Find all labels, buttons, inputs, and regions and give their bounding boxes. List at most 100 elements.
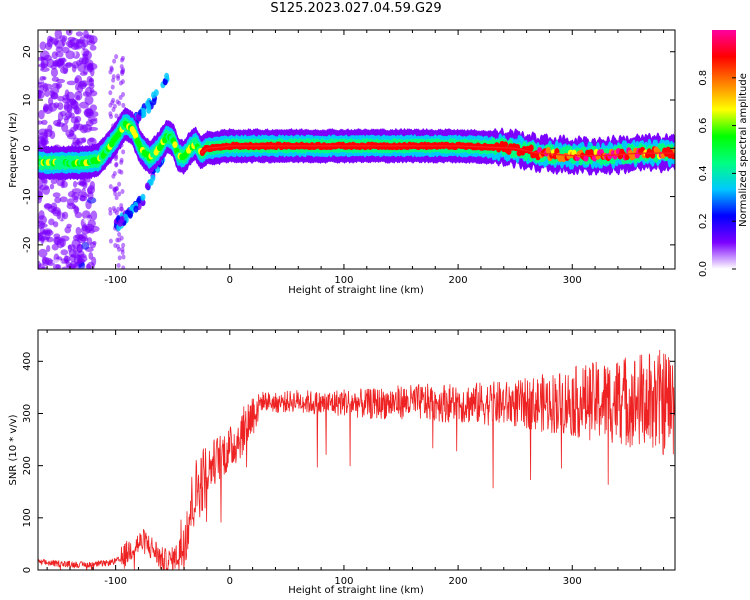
noise-dot	[52, 221, 59, 228]
noise-dot	[48, 218, 55, 226]
noise-dot	[38, 109, 45, 120]
noise-dot	[82, 91, 90, 97]
snr-y-axis-title: SNR (10 * v/v)	[8, 414, 19, 485]
noise-dot	[47, 124, 53, 133]
snr-y-tick-label: 200	[22, 456, 33, 475]
noise-dot	[66, 104, 73, 114]
noise-dot	[55, 51, 64, 58]
noise-dot	[54, 196, 62, 204]
noise-dot	[111, 173, 116, 179]
snr-x-tick-label: -100	[104, 576, 127, 587]
noise-dot	[39, 50, 50, 61]
noise-dot	[42, 106, 49, 112]
noise-dot	[69, 37, 80, 47]
noise-dot	[112, 186, 117, 192]
colorbar-bar	[712, 30, 736, 269]
noise-dot	[50, 92, 58, 100]
noise-dot	[72, 180, 78, 188]
noise-dot	[87, 219, 96, 228]
branch-dot	[162, 78, 168, 86]
noise-dot	[76, 59, 82, 66]
noise-dot	[117, 100, 122, 106]
noise-dot	[49, 183, 55, 190]
noise-dot	[108, 102, 113, 108]
noise-dot	[87, 62, 98, 71]
noise-dot	[121, 92, 126, 98]
spectrogram-x-axis-title: Height of straight line (km)	[288, 285, 424, 296]
noise-dot	[38, 89, 42, 99]
snr-y-tick-label: 100	[22, 508, 33, 527]
noise-dot	[38, 194, 43, 204]
noise-dot	[45, 229, 51, 240]
noise-dot	[88, 251, 94, 260]
spectrogram-x-tick-label: 200	[449, 275, 468, 286]
spectrogram-y-tick-label: 0	[22, 145, 33, 151]
ridge-segment	[545, 147, 551, 154]
noise-dot	[120, 249, 125, 255]
noise-dot	[79, 237, 89, 242]
branch-dot	[128, 210, 134, 218]
noise-dot	[60, 249, 69, 256]
spectrogram-y-tick-label: -10	[22, 188, 33, 204]
spectrogram-y-axis-title: Frequency (Hz)	[8, 112, 19, 188]
noise-dot	[65, 262, 73, 268]
noise-dot	[116, 262, 121, 268]
noise-dot	[41, 119, 48, 125]
spectrogram-x-tick-label: 300	[563, 275, 582, 286]
noise-dot	[55, 122, 65, 128]
noise-dot	[69, 112, 75, 119]
noise-dot	[119, 157, 124, 163]
noise-dot	[117, 232, 122, 238]
ridge-segment	[502, 141, 509, 149]
ridge-segment	[670, 152, 675, 160]
noise-dot	[88, 137, 95, 143]
colorbar-tick-label: 0.8	[698, 70, 709, 86]
noise-dot	[121, 265, 126, 269]
noise-dot	[42, 82, 48, 93]
noise-dot	[64, 89, 70, 98]
noise-dot	[66, 80, 77, 86]
noise-dot	[38, 132, 48, 141]
branch-dot	[133, 205, 139, 213]
noise-dot	[117, 237, 122, 243]
noise-dot	[114, 161, 119, 167]
noise-dot	[121, 254, 126, 260]
noise-dot	[83, 50, 92, 60]
noise-dot	[58, 57, 67, 63]
noise-dot	[116, 206, 121, 212]
noise-dot	[50, 67, 59, 78]
noise-dot	[50, 64, 57, 70]
noise-dot	[86, 187, 93, 195]
spectrogram-x-tick-label: 0	[227, 275, 233, 286]
noise-dot	[69, 265, 76, 269]
noise-dot	[115, 243, 120, 249]
noise-dot	[117, 255, 122, 261]
noise-dot	[55, 82, 63, 89]
noise-dot	[65, 129, 75, 138]
noise-dot	[60, 110, 67, 117]
branch-dot	[151, 98, 157, 106]
noise-dot	[85, 263, 92, 269]
noise-dot	[40, 57, 49, 68]
branch-dot	[136, 114, 142, 122]
noise-dot	[78, 83, 87, 88]
noise-dot	[89, 90, 98, 97]
snr-x-tick-label: 200	[449, 576, 468, 587]
noise-dot	[120, 79, 125, 85]
noise-dot	[121, 242, 126, 248]
noise-dot	[52, 192, 61, 198]
colorbar-ticks: 0.0 0.2 0.4 0.6 0.8	[698, 70, 736, 277]
noise-dot	[74, 90, 83, 101]
colorbar-tick-label: 0.2	[698, 213, 709, 229]
snr-ticks: -100 0 100 200 300 0 100 200 300 400	[22, 330, 675, 587]
noise-dot	[108, 184, 113, 190]
noise-dot	[38, 232, 42, 242]
noise-dot	[49, 130, 56, 140]
noise-dot	[78, 48, 84, 55]
noise-dot	[108, 207, 113, 213]
snr-y-tick-label: 300	[22, 404, 33, 423]
noise-dot	[65, 62, 73, 68]
noise-dot	[45, 42, 53, 51]
